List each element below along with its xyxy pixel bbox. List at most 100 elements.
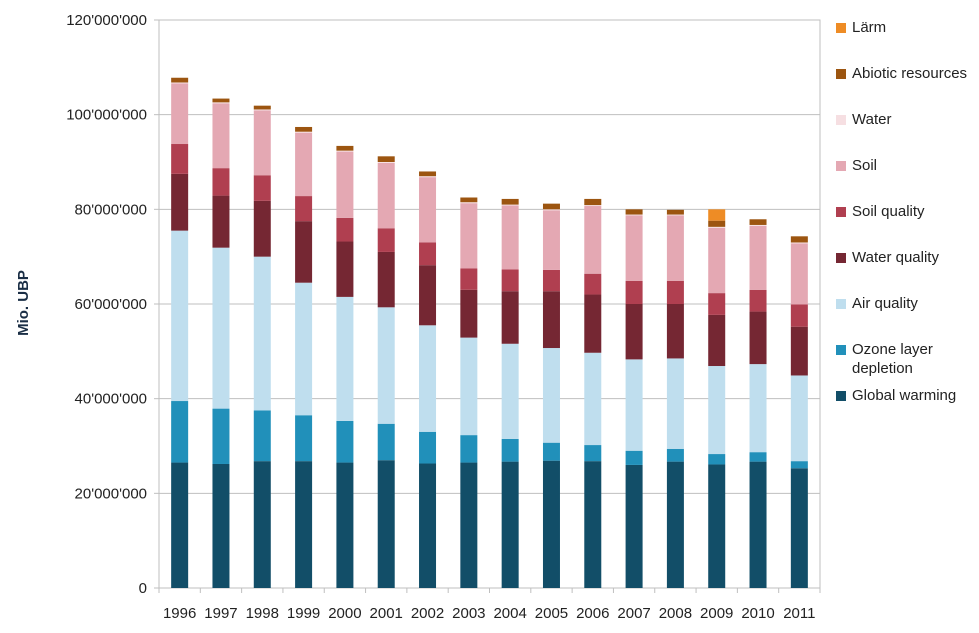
bars: [171, 77, 808, 588]
legend-item-global-warming: Global warming: [836, 386, 956, 405]
legend-item-soil: Soil: [836, 156, 877, 175]
bar-segment-water-2009: [708, 226, 726, 228]
x-tick-label: 2005: [535, 605, 568, 622]
bar-segment-global-warming-2004: [501, 461, 519, 588]
bar-segment-abiotic-resources-2011: [790, 236, 808, 243]
legend-swatch: [836, 345, 846, 355]
bar-segment-air-quality-2000: [336, 296, 354, 421]
legend-swatch: [836, 299, 846, 309]
bar-segment-water-quality-1996: [171, 173, 189, 231]
bar-segment-global-warming-2008: [666, 461, 684, 588]
legend-swatch: [836, 207, 846, 217]
bar-segment-global-warming-2005: [542, 460, 560, 588]
bar-segment-ozone-layer-depletion-1999: [295, 415, 313, 462]
bar-segment-air-quality-2011: [790, 375, 808, 462]
bar-segment-soil-quality-2001: [377, 228, 395, 252]
x-tick-label: 2011: [783, 605, 815, 622]
bar-segment-soil-2000: [336, 151, 354, 218]
bar-segment-soil-quality-2000: [336, 217, 354, 242]
bar-segment-abiotic-resources-2008: [666, 209, 684, 215]
bar-segment-ozone-layer-depletion-2011: [790, 461, 808, 469]
bar-segment-water-quality-2004: [501, 291, 519, 344]
legend-item-ozone-layer-depletion: Ozone layer depletion: [836, 340, 979, 378]
bar-segment-soil-quality-2010: [749, 289, 767, 312]
bar-segment-water-quality-2008: [666, 304, 684, 359]
bar-segment-water-quality-2000: [336, 241, 354, 297]
x-tick-label: 2007: [617, 605, 650, 622]
bar-segment-ozone-layer-depletion-2006: [584, 445, 602, 462]
bar-segment-global-warming-1996: [171, 462, 189, 588]
bar-segment-air-quality-1999: [295, 282, 313, 416]
y-tick-label: 120'000'000: [66, 12, 147, 29]
bar-segment-soil-quality-2007: [625, 280, 643, 304]
bar-segment-air-quality-1997: [212, 247, 230, 409]
legend-item-air-quality: Air quality: [836, 294, 918, 313]
bar-segment-abiotic-resources-2001: [377, 156, 395, 162]
legend-item-water: Water: [836, 110, 891, 129]
legend-swatch: [836, 69, 846, 79]
bar-segment-ozone-layer-depletion-1998: [253, 410, 271, 462]
legend-label: Water quality: [852, 249, 939, 266]
legend: Lärm Abiotic resources Water Soil Soil quali…: [836, 0, 979, 633]
x-tick-label: 2009: [700, 605, 733, 622]
bar-segment-air-quality-2004: [501, 343, 519, 439]
bar-segment-abiotic-resources-1997: [212, 98, 230, 103]
bar-segment-global-warming-2002: [419, 463, 437, 588]
x-tick-label: 1998: [246, 605, 279, 622]
bar-segment-abiotic-resources-2010: [749, 219, 767, 225]
bar-segment-water-quality-1999: [295, 221, 313, 283]
bar-segment-air-quality-2003: [460, 337, 478, 436]
x-tick-label: 2000: [328, 605, 361, 622]
x-tick-label: 1999: [287, 605, 320, 622]
bar-segment-ozone-layer-depletion-2001: [377, 423, 395, 461]
bar-segment-water-quality-2011: [790, 326, 808, 376]
y-tick-label: 60'000'000: [75, 296, 147, 313]
bar-segment-water-1998: [253, 109, 271, 111]
bar-segment-soil-quality-2005: [542, 269, 560, 292]
bar-segment-abiotic-resources-1999: [295, 126, 313, 132]
bar-segment-soil-2009: [708, 227, 726, 294]
bar-segment-ozone-layer-depletion-2008: [666, 448, 684, 462]
bar-segment-soil-2004: [501, 205, 519, 270]
x-tick-label: 1997: [204, 605, 237, 622]
y-axis-ticks: 0 20'000'000 40'000'000 60'000'000 80'000'00…: [66, 12, 147, 597]
bar-segment-soil-quality-2008: [666, 280, 684, 304]
bar-segment-air-quality-1996: [171, 230, 189, 402]
bar-segment-ozone-layer-depletion-2005: [542, 442, 560, 461]
x-tick-label: 1996: [163, 605, 196, 622]
bar-segment-soil-quality-2009: [708, 293, 726, 315]
bar-segment-ozone-layer-depletion-1996: [171, 401, 189, 463]
bar-segment-abiotic-resources-1998: [253, 105, 271, 110]
bar-segment-soil-quality-2011: [790, 304, 808, 327]
bar-segment-soil-2007: [625, 215, 643, 281]
bar-segment-soil-2003: [460, 203, 478, 269]
bar-segment-soil-2005: [542, 210, 560, 270]
legend-label: Ozone layer depletion: [852, 341, 933, 377]
bar-segment-water-quality-2009: [708, 314, 726, 367]
x-tick-label: 2001: [370, 605, 403, 622]
bar-segment-abiotic-resources-2006: [584, 198, 602, 206]
bar-segment-abiotic-resources-2000: [336, 145, 354, 151]
bar-segment-abiotic-resources-2003: [460, 197, 478, 203]
bar-segment-water-quality-2005: [542, 291, 560, 349]
bar-segment-soil-2010: [749, 225, 767, 290]
bar-segment-abiotic-resources-1996: [171, 77, 189, 83]
bar-segment-soil-1998: [253, 110, 271, 176]
bar-segment-soil-2006: [584, 206, 602, 274]
x-tick-label: 2010: [741, 605, 774, 622]
bar-segment-soil-1997: [212, 103, 230, 169]
x-tick-label: 2002: [411, 605, 444, 622]
bar-segment-air-quality-2006: [584, 352, 602, 446]
legend-swatch: [836, 391, 846, 401]
bar-segment-soil-quality-1999: [295, 196, 313, 222]
bar-segment-soil-quality-2004: [501, 269, 519, 292]
bar-segment-soil-2011: [790, 243, 808, 305]
bar-segment-air-quality-2009: [708, 366, 726, 455]
bar-segment-abiotic-resources-2004: [501, 198, 519, 205]
bar-segment-ozone-layer-depletion-2007: [625, 450, 643, 465]
x-tick-label: 2006: [576, 605, 609, 622]
bar-segment-air-quality-2001: [377, 307, 395, 424]
bar-segment-water-quality-2002: [419, 265, 437, 326]
bar-segment-water-quality-2010: [749, 311, 767, 365]
bar-segment-water-1996: [171, 82, 189, 84]
